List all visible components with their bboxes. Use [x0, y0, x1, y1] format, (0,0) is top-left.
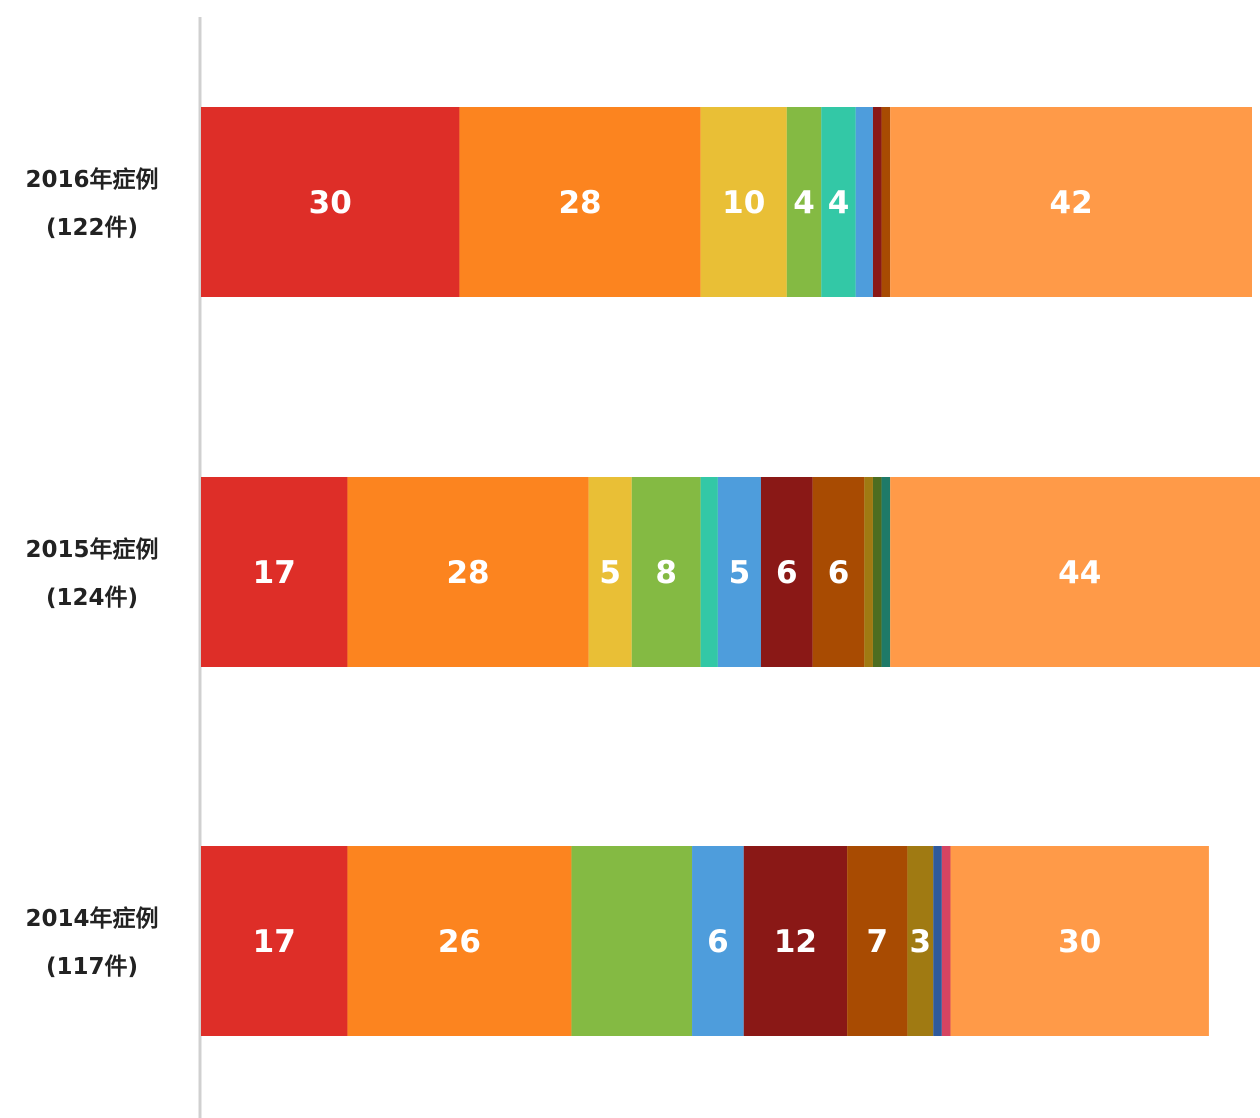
data-label-0-2: 10 — [722, 185, 765, 221]
data-label-1-0: 17 — [253, 555, 296, 591]
bar-segment-1-2 — [588, 477, 632, 667]
data-label-2-5: 6 — [707, 924, 729, 960]
bar-segment-0-2 — [700, 107, 787, 297]
bar-segment-2-12 — [941, 846, 951, 1036]
bar-segment-1-4 — [700, 477, 718, 667]
category-label-1-line1: 2015年症例 — [25, 536, 158, 563]
data-label-2-6: 12 — [774, 924, 817, 960]
bar-segment-0-13 — [890, 107, 1252, 297]
bar-segment-1-1 — [347, 477, 589, 667]
bar-segment-1-7 — [812, 477, 865, 667]
data-label-0-1: 28 — [558, 185, 601, 221]
bar-segment-1-8 — [864, 477, 873, 667]
category-label-2-line1: 2014年症例 — [25, 905, 158, 932]
bar-segment-2-8 — [907, 846, 934, 1036]
bar-segment-2-5 — [692, 846, 744, 1036]
data-label-0-13: 42 — [1050, 185, 1093, 221]
bar-segment-2-11 — [933, 846, 942, 1036]
bar-segment-2-3 — [571, 846, 693, 1036]
bar-segment-1-0 — [201, 477, 348, 667]
bar-segment-2-13 — [950, 846, 1209, 1036]
data-label-1-5: 5 — [729, 555, 751, 591]
data-label-1-1: 28 — [446, 555, 489, 591]
data-label-2-13: 30 — [1058, 924, 1101, 960]
data-label-1-2: 5 — [599, 555, 621, 591]
category-labels-group: 2016年症例 (122件) 2015年症例 (124件) 2014年症例 (117件) — [25, 166, 158, 980]
bar-segment-0-1 — [459, 107, 701, 297]
data-label-1-7: 6 — [828, 555, 850, 591]
bar-segment-1-10 — [881, 477, 891, 667]
category-label-0-line2: (122件) — [46, 215, 138, 241]
bar-segment-0-5 — [855, 107, 873, 297]
bar-segment-1-6 — [760, 477, 813, 667]
data-label-1-6: 6 — [776, 555, 798, 591]
data-label-2-7: 7 — [866, 924, 888, 960]
data-label-1-3: 8 — [655, 555, 677, 591]
bar-segment-0-4 — [821, 107, 856, 297]
bar-segment-1-13 — [890, 477, 1260, 667]
data-label-2-0: 17 — [253, 924, 296, 960]
data-label-2-8: 3 — [910, 924, 932, 960]
bar-segment-0-6 — [872, 107, 882, 297]
bar-segment-0-3 — [786, 107, 822, 297]
bar-segment-0-7 — [881, 107, 891, 297]
category-label-2-line2: (117件) — [46, 954, 138, 980]
category-label-1-line2: (124件) — [46, 585, 138, 611]
bar-segment-1-3 — [631, 477, 701, 667]
bar-segment-1-9 — [872, 477, 882, 667]
bar-segment-2-6 — [743, 846, 848, 1036]
bar-segment-2-7 — [847, 846, 908, 1036]
data-label-1-13: 44 — [1058, 555, 1101, 591]
data-label-0-4: 4 — [828, 185, 850, 221]
data-label-0-0: 30 — [309, 185, 352, 221]
data-label-0-3: 4 — [793, 185, 815, 221]
category-label-0-line1: 2016年症例 — [25, 166, 158, 193]
bar-segment-2-0 — [201, 846, 348, 1036]
bar-segment-1-5 — [717, 477, 761, 667]
data-label-2-1: 26 — [438, 924, 481, 960]
bar-segment-2-1 — [347, 846, 572, 1036]
bar-segment-0-0 — [201, 107, 460, 297]
